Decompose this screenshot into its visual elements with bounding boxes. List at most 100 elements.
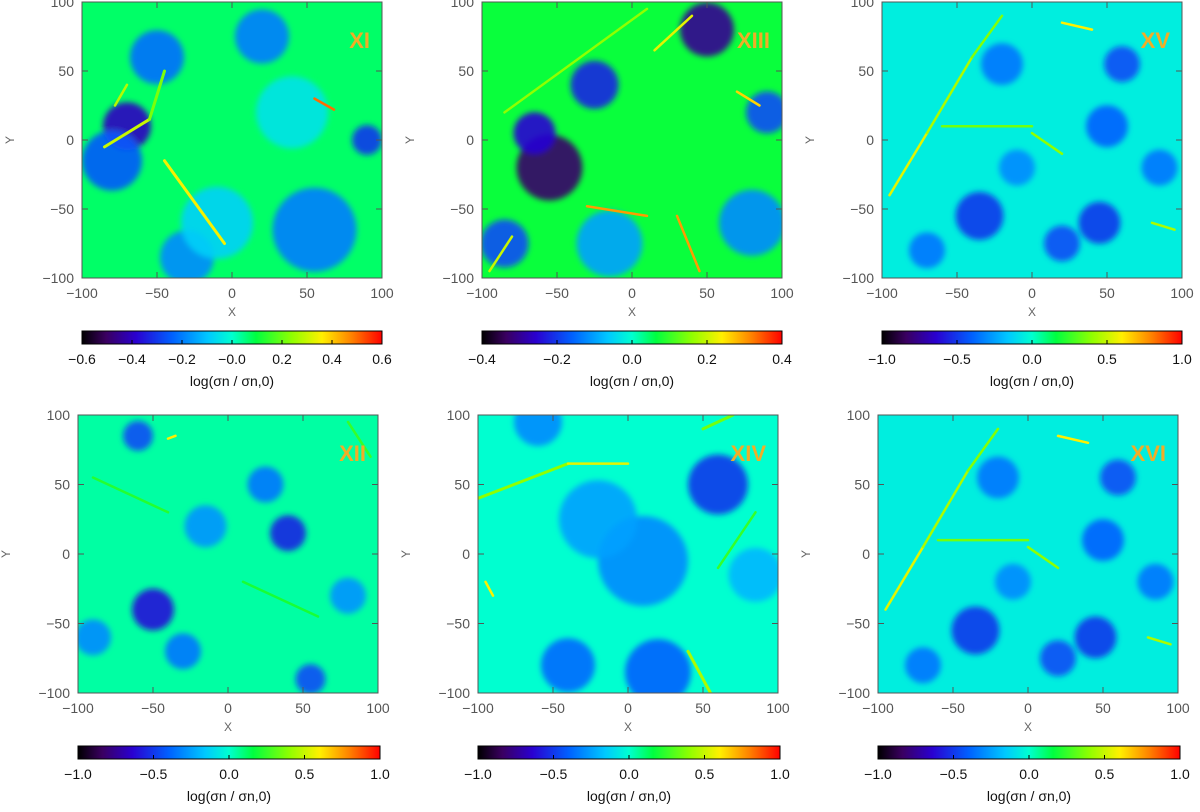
- colorbar-tick-label: 0.5: [1095, 766, 1115, 782]
- heatmap-blob: [1104, 46, 1140, 83]
- y-tick-label: −50: [46, 616, 70, 632]
- colorbar-tick-label: 1.0: [370, 766, 390, 782]
- heatmap-field: [882, 2, 1182, 278]
- y-tick-label: 100: [451, 0, 475, 10]
- heatmap-filament: [1030, 131, 1064, 156]
- heatmap-blob: [1078, 201, 1121, 244]
- y-tick-label: 100: [447, 407, 471, 423]
- y-tick-label: −100: [38, 685, 70, 701]
- heatmap-blob: [82, 130, 142, 191]
- heatmap-field: [478, 415, 778, 693]
- heatmap-blob: [559, 480, 637, 559]
- y-tick-label: 50: [54, 477, 70, 493]
- colorbar-tick-label: −1.0: [464, 766, 492, 782]
- x-tick-label: 0: [1028, 285, 1036, 301]
- heatmap-blob: [625, 639, 691, 693]
- colorbar-tick-label: 0.4: [772, 351, 792, 367]
- heatmap-blob: [1137, 563, 1174, 600]
- heatmap-blob: [981, 43, 1023, 86]
- y-tick-label: 0: [466, 132, 474, 148]
- heatmap-blob: [272, 187, 357, 272]
- heatmap-background: [78, 415, 378, 693]
- x-tick-label: 100: [1170, 285, 1194, 301]
- x-tick-label: −100: [462, 700, 494, 716]
- x-tick-label: −100: [862, 700, 894, 716]
- colorbar: −1.0 −0.5 0.0 0.5 1.0 log(σn / σn,0): [868, 330, 1192, 389]
- colorbar-label: log(σn / σn,0): [190, 373, 274, 389]
- heatmap-filament: [166, 434, 177, 440]
- heatmap-filament: [478, 462, 570, 500]
- panel-label: XIV: [731, 441, 767, 466]
- heatmap-blob: [905, 647, 941, 684]
- heatmap-background: [878, 415, 1178, 693]
- colorbar-tick-label: 1.0: [1172, 351, 1192, 367]
- heatmap-filament: [653, 14, 694, 52]
- colorbar-label: log(σn / σn,0): [187, 788, 271, 804]
- colorbar: −0.4 −0.2 0.0 0.2 0.4 log(σn / σn,0): [468, 330, 792, 389]
- colorbar-tick-label: −0.2: [168, 351, 196, 367]
- colorbar-tick-label: 1.0: [770, 766, 790, 782]
- x-axis-label: X: [228, 305, 236, 319]
- heatmap-blob: [235, 9, 289, 64]
- y-tick-label: −100: [42, 270, 74, 286]
- colorbar-tick-label: −0.5: [540, 766, 568, 782]
- heatmap-blob: [688, 454, 748, 515]
- heatmap-filament: [163, 159, 226, 245]
- heatmap-blob: [680, 2, 734, 57]
- y-tick-label: 0: [862, 546, 870, 562]
- colorbar-tick-label: −1.0: [64, 766, 92, 782]
- x-tick-label: −50: [945, 285, 969, 301]
- y-tick-label: 0: [66, 132, 74, 148]
- panel-label: XI: [349, 28, 370, 53]
- x-tick-label: 50: [699, 285, 715, 301]
- colorbar-tick-label: 0.0: [619, 766, 639, 782]
- heatmap-blob: [1044, 225, 1080, 262]
- heatmap-filament: [686, 649, 712, 693]
- heatmap-blob: [78, 619, 111, 656]
- heatmap-filament: [241, 580, 320, 618]
- y-tick-label: −100: [438, 685, 470, 701]
- heatmap-blob: [719, 189, 782, 256]
- y-tick-label: −50: [846, 616, 870, 632]
- y-tick-label: 50: [854, 477, 870, 493]
- colorbar-tick-label: 0.0: [1022, 351, 1042, 367]
- panel-xvi: −100 −50 0 50 100 100 50 0 −50 −100 X Y XVI −1.0 −0.5 0…: [799, 407, 1190, 804]
- heatmap-filament: [675, 214, 701, 273]
- heatmap-filament: [701, 415, 735, 431]
- y-tick-label: 50: [858, 63, 874, 79]
- colorbar-tick-label: −1.0: [868, 351, 896, 367]
- y-tick-label: 0: [866, 132, 874, 148]
- heatmap-blob: [184, 505, 227, 548]
- heatmap-blob: [165, 633, 201, 670]
- colorbar-tick-label: 0.0: [622, 351, 642, 367]
- colorbar-tick-label: 0.0: [219, 766, 239, 782]
- heatmap-filament: [148, 69, 166, 121]
- heatmap-filament: [884, 545, 925, 611]
- heatmap-blob: [1074, 616, 1117, 659]
- colorbar-tick-label: 0.0: [1019, 766, 1039, 782]
- y-tick-label: 0: [462, 546, 470, 562]
- colorbar-tick-label: 0.5: [695, 766, 715, 782]
- heatmap-filament: [113, 83, 129, 107]
- x-tick-label: 100: [770, 285, 794, 301]
- x-tick-label: −50: [145, 285, 169, 301]
- y-tick-label: −50: [446, 616, 470, 632]
- heatmap-blob: [130, 30, 184, 85]
- colorbar-tick-label: 0.4: [322, 351, 342, 367]
- heatmap-filament: [1146, 636, 1172, 646]
- y-axis-label: Y: [799, 550, 813, 558]
- x-tick-label: −50: [541, 700, 565, 716]
- y-axis-label: Y: [0, 550, 13, 558]
- y-axis-label: Y: [399, 550, 413, 558]
- heatmap-field: [78, 415, 378, 693]
- colorbar-tick-label: 0.5: [1097, 351, 1117, 367]
- heatmap-blob: [1086, 105, 1128, 148]
- y-tick-label: −50: [450, 201, 474, 217]
- heatmap-filament: [346, 420, 372, 458]
- colorbar-tick-label: −0.0: [218, 351, 246, 367]
- colorbar-tick-label: 0.5: [295, 766, 315, 782]
- x-tick-label: 0: [628, 285, 636, 301]
- y-tick-label: −100: [838, 685, 870, 701]
